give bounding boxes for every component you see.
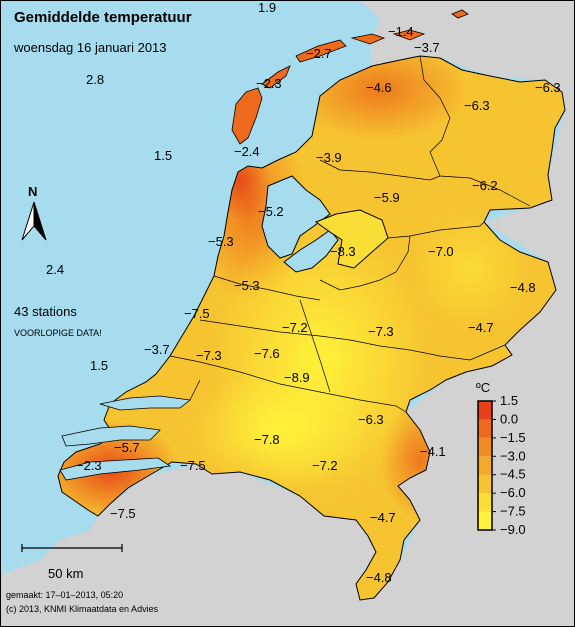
legend-swatch [478, 456, 492, 475]
ameland [350, 33, 386, 45]
texel [231, 87, 263, 145]
province-boundaries [169, 55, 531, 413]
legend-tick-label: −9.0 [500, 522, 526, 537]
legend-swatch [478, 474, 492, 494]
legend-tick-label: −7.5 [500, 504, 526, 519]
legend-swatch [478, 493, 492, 512]
station-value: −4.7 [468, 320, 494, 335]
markermeer [283, 229, 339, 273]
station-value: −8.9 [284, 370, 310, 385]
station-value: −6.2 [472, 178, 498, 193]
sea-value: 2.8 [86, 72, 104, 87]
station-value: −7.2 [282, 320, 308, 335]
schiermonnikoog [392, 29, 426, 41]
station-value: −6.3 [358, 412, 384, 427]
station-value: −2.7 [306, 46, 332, 61]
station-value: −7.3 [196, 348, 222, 363]
station-value: −3.9 [316, 150, 342, 165]
station-value: −7.0 [428, 244, 454, 259]
station-value: −1.4 [388, 24, 414, 39]
svg-text:N: N [28, 184, 37, 199]
station-value: −7.5 [110, 506, 136, 521]
station-value: −4.8 [366, 570, 392, 585]
sea-value: 1.5 [154, 148, 172, 163]
preliminary-data-note: VOORLOPIGE DATA! [14, 328, 102, 338]
flevoland [314, 209, 389, 269]
station-value: −7.5 [180, 458, 206, 473]
station-value: −7.2 [312, 458, 338, 473]
scale-label: 50 km [48, 566, 83, 581]
station-count: 43 stations [14, 304, 77, 319]
station-value: −2.3 [76, 458, 102, 473]
station-value: −6.3 [535, 80, 561, 95]
station-value: −6.3 [464, 98, 490, 113]
legend-tick-label: −1.5 [500, 430, 526, 445]
station-value: −4.6 [366, 80, 392, 95]
station-value: −7.8 [254, 432, 280, 447]
station-value: −5.9 [374, 190, 400, 205]
scale-bar: 50 km [21, 544, 123, 581]
oosterschelde [61, 425, 161, 447]
copyright: (c) 2013, KNMI Klimaatdata en Advies [6, 604, 159, 614]
haringvliet [99, 395, 191, 411]
station-value: −5.2 [258, 204, 284, 219]
station-value: −7.5 [184, 306, 210, 321]
station-value: −7.3 [368, 324, 394, 339]
map-title: Gemiddelde temperatuur [14, 9, 192, 26]
station-value: −5.3 [234, 278, 260, 293]
station-value: −5.3 [208, 234, 234, 249]
station-value: −4.1 [420, 444, 446, 459]
terschelling [295, 39, 347, 63]
legend-swatch [478, 511, 492, 530]
north-arrow-icon: N [21, 184, 47, 241]
made-timestamp: gemaakt: 17–01–2013, 05:20 [6, 590, 123, 600]
station-value: −4.7 [370, 510, 396, 525]
station-value: −2.4 [234, 144, 260, 159]
legend-tick-label: 1.5 [500, 393, 518, 408]
map-subtitle: woensdag 16 januari 2013 [13, 40, 167, 55]
sea-value: 1.5 [90, 358, 108, 373]
legend-tick-label: −6.0 [500, 485, 526, 500]
rottumeroog [451, 9, 469, 19]
sea-value: 1.9 [258, 0, 276, 15]
vlieland [261, 65, 291, 89]
westerschelde [59, 457, 172, 481]
legend-swatches [478, 401, 492, 530]
station-value: −3.7 [144, 342, 170, 357]
legend-unit: ºC [476, 380, 490, 395]
station-value: −5.7 [114, 440, 140, 455]
legend-swatch [478, 419, 492, 438]
color-legend: ºC 1.5 0.0 −1.5 −3.0 −4.5 −6.0 −7.5 −9.0 [476, 380, 526, 537]
legend-tick-label: 0.0 [500, 411, 518, 426]
legend-tick-label: −4.5 [500, 467, 526, 482]
station-value: −7.6 [254, 346, 280, 361]
sea-value: 2.4 [46, 262, 64, 277]
station-value: −2.3 [256, 76, 282, 91]
legend-tick-label: −3.0 [500, 448, 526, 463]
legend-swatch [478, 437, 492, 457]
station-value: −8.3 [330, 244, 356, 259]
station-value: −3.7 [414, 40, 440, 55]
legend-swatch [478, 401, 492, 420]
station-labels: −1.4 −3.7 −2.7 −2.3 −4.6 −6.3 −6.3 −2.4 … [76, 24, 561, 585]
ijsselmeer [261, 175, 331, 259]
station-value: −4.8 [510, 280, 536, 295]
